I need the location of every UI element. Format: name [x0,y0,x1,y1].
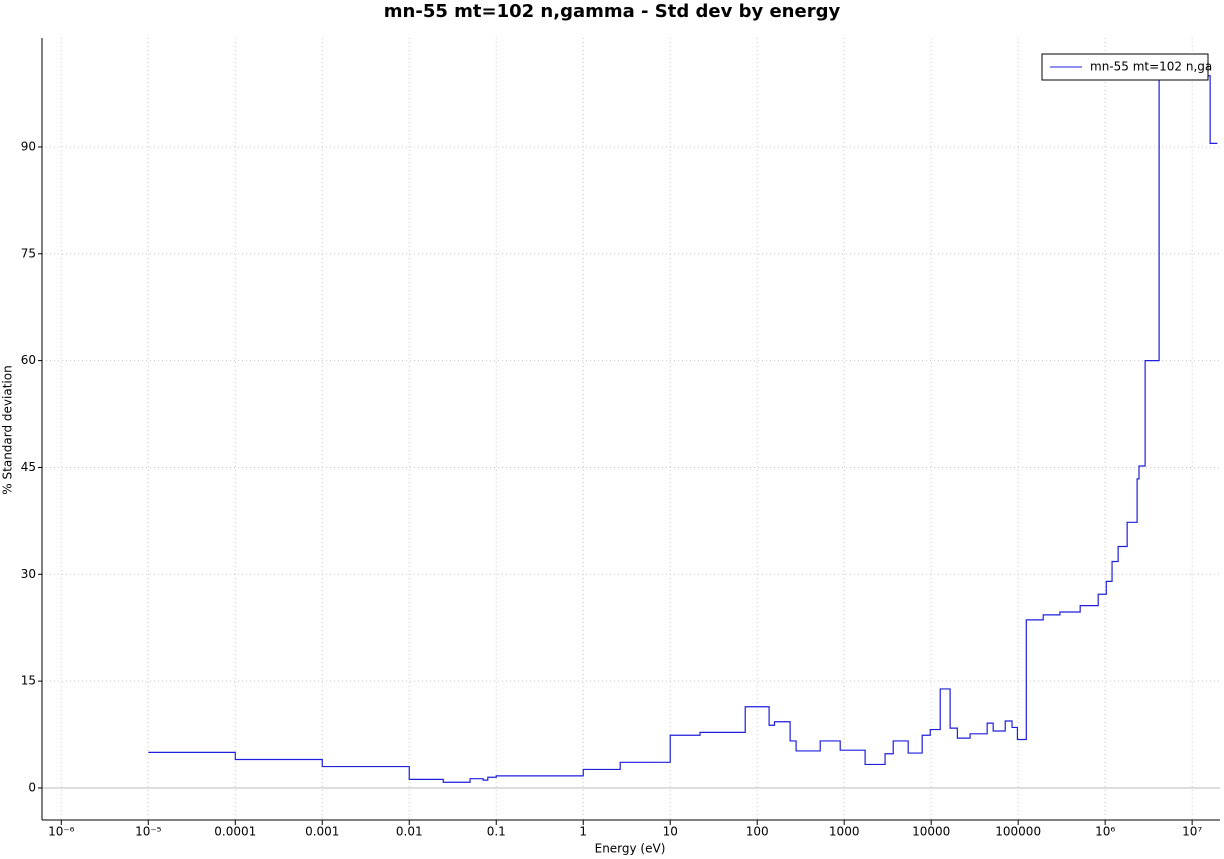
x-tick-label: 0.0001 [214,825,256,839]
y-tick-label: 30 [21,567,36,581]
data-line [148,75,1218,783]
x-tick-label: 1 [579,825,587,839]
x-tick-label: 100000 [995,825,1041,839]
y-tick-label: 15 [21,674,36,688]
x-tick-label: 10⁻⁶ [48,825,75,839]
x-tick-label: 100 [746,825,769,839]
x-tick-label: 1000 [829,825,860,839]
x-tick-label: 0.01 [396,825,423,839]
y-tick-label: 60 [21,353,36,367]
chart-title: mn-55 mt=102 n,gamma - Std dev by energy [384,1,841,22]
x-axis-label: Energy (eV) [595,842,666,856]
y-axis-label: % Standard deviation [1,365,15,494]
y-tick-label: 0 [28,780,36,794]
y-tick-label: 90 [21,139,36,153]
x-tick-label: 10⁶ [1095,825,1115,839]
x-tick-label: 10000 [912,825,950,839]
x-tick-label: 10⁷ [1182,825,1202,839]
y-tick-label: 45 [21,460,36,474]
x-tick-label: 0.001 [305,825,339,839]
x-tick-label: 10⁻⁵ [135,825,162,839]
legend-label: mn-55 mt=102 n,ga [1090,60,1212,74]
x-tick-label: 0.1 [487,825,506,839]
x-tick-label: 10 [663,825,678,839]
y-tick-label: 75 [21,246,36,260]
